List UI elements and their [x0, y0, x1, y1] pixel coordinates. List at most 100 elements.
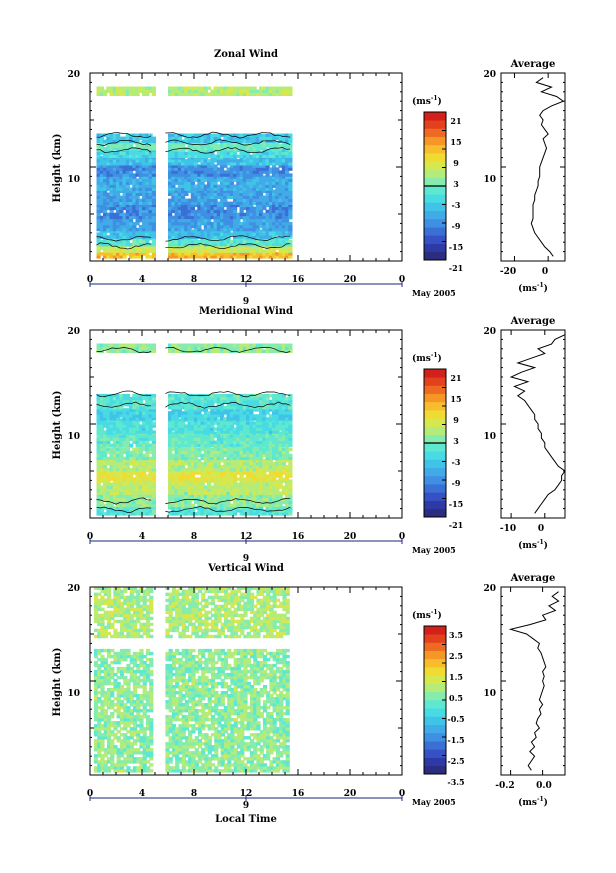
field-cell — [142, 417, 147, 421]
field-cell — [135, 164, 140, 168]
field-cell — [142, 443, 147, 447]
field-cell — [116, 249, 121, 253]
field-cell — [281, 218, 286, 223]
field-cell — [288, 243, 293, 247]
field-cell — [236, 477, 241, 481]
field-cell — [210, 246, 215, 250]
field-cell — [242, 500, 247, 505]
field-cell — [177, 440, 182, 444]
field-cell — [116, 408, 121, 412]
field-cell — [239, 406, 244, 410]
field-cell — [210, 485, 215, 489]
field-cell — [168, 86, 173, 90]
field-cell — [184, 462, 189, 466]
field-cell — [129, 408, 134, 412]
field-cell — [122, 167, 127, 171]
field-cell — [99, 192, 104, 196]
field-cell — [249, 437, 254, 441]
field-cell — [184, 494, 189, 499]
field-cell — [125, 453, 130, 458]
field-cell — [252, 187, 257, 191]
colorbar-swatch — [424, 177, 446, 187]
field-cell — [197, 86, 202, 90]
field-cell — [151, 215, 156, 220]
field-cell — [200, 443, 205, 447]
field-cell — [129, 430, 134, 434]
field-cell — [148, 162, 153, 166]
field-cell — [252, 396, 257, 401]
field-cell — [116, 459, 121, 463]
field-cell — [184, 162, 189, 166]
field-cell — [171, 349, 176, 353]
field-cell — [265, 151, 270, 155]
field-cell — [138, 488, 143, 492]
field-cell — [236, 414, 241, 418]
field-cell — [109, 462, 114, 466]
field-cell — [135, 201, 140, 205]
field-cell — [281, 201, 286, 205]
field-cell — [151, 430, 156, 434]
field-cell — [138, 162, 143, 166]
field-cell — [109, 184, 114, 188]
field-cell — [174, 482, 179, 486]
field-cell — [138, 173, 143, 177]
field-cell — [259, 187, 264, 191]
field-cell — [252, 133, 257, 137]
field-cell — [174, 479, 179, 483]
field-cell — [233, 440, 238, 444]
field-cell — [109, 482, 114, 486]
field-cell — [184, 474, 189, 478]
field-cell — [288, 189, 293, 193]
field-cell — [249, 203, 254, 208]
field-cell — [135, 240, 140, 244]
field-cell — [116, 437, 121, 441]
field-cell — [246, 173, 251, 177]
field-cell — [99, 243, 104, 247]
field-cell — [197, 343, 202, 347]
field-cell — [187, 206, 192, 211]
field-cell — [233, 212, 238, 217]
field-cell — [200, 396, 205, 401]
field-cell — [252, 249, 257, 253]
field-cell — [135, 427, 140, 431]
field-cell — [275, 203, 280, 208]
field-cell — [203, 206, 208, 211]
field-cell — [262, 141, 267, 145]
field-cell — [119, 447, 124, 452]
field-cell — [177, 479, 182, 483]
field-cell — [210, 136, 215, 140]
field-cell — [203, 203, 208, 208]
field-cell — [268, 221, 273, 226]
field-cell — [229, 430, 234, 434]
field-cell — [275, 173, 280, 177]
field-cell — [249, 139, 254, 143]
field-cell — [148, 173, 153, 177]
field-cell — [226, 506, 231, 510]
field-cell — [229, 252, 234, 256]
field-cell — [200, 479, 205, 483]
field-cell — [171, 434, 176, 438]
field-cell — [151, 459, 156, 463]
field-cell — [220, 437, 225, 441]
field-cell — [184, 485, 189, 489]
field-cell — [281, 170, 286, 174]
field-cell — [246, 393, 251, 398]
field-cell — [171, 411, 176, 415]
field-cell — [200, 468, 205, 472]
field-cell — [109, 215, 114, 220]
field-cell — [207, 164, 212, 168]
field-cell — [200, 462, 205, 466]
field-cell — [246, 396, 251, 401]
field-cell — [112, 187, 117, 191]
field-cell — [181, 396, 186, 401]
field-cell — [285, 184, 290, 188]
field-cell — [252, 500, 257, 505]
field-cell — [268, 92, 273, 96]
field-cell — [142, 430, 147, 434]
field-cell — [174, 215, 179, 220]
field-cell — [249, 408, 254, 412]
field-cell — [194, 396, 199, 401]
field-cell — [96, 187, 101, 191]
field-cell — [106, 479, 111, 483]
field-cell — [151, 243, 156, 247]
